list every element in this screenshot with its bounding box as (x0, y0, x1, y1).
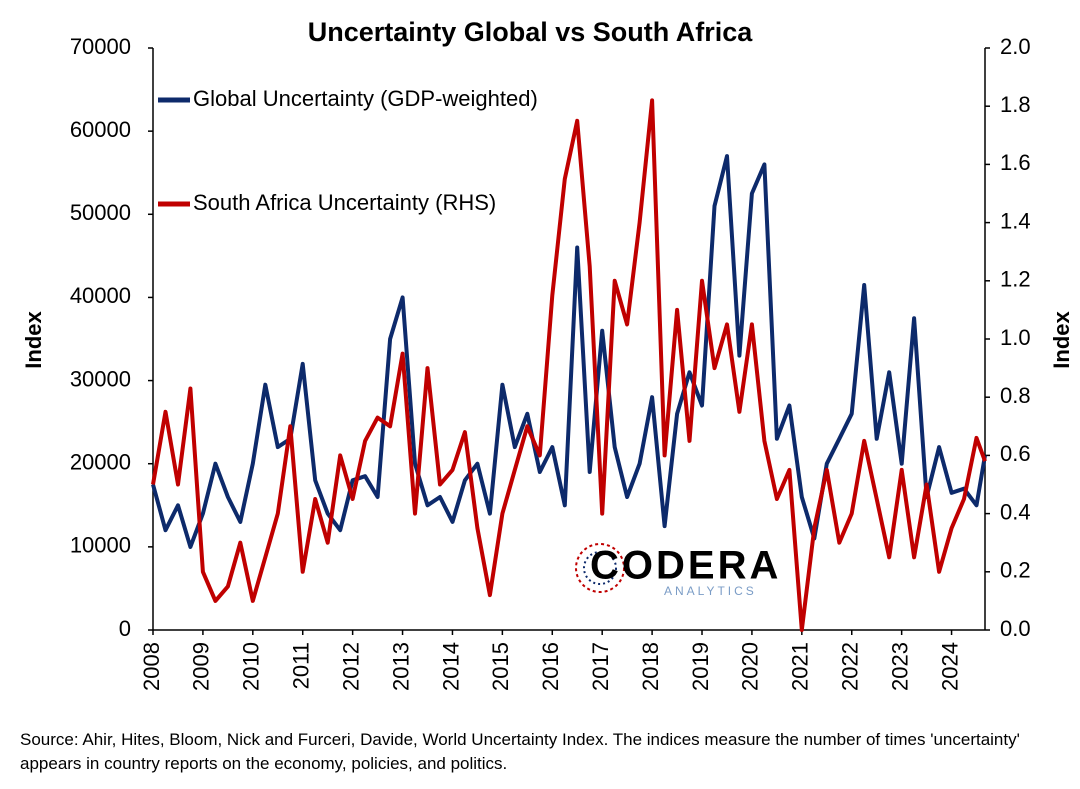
y-tick-label: 60000 (70, 117, 131, 142)
logo-icon (575, 543, 625, 593)
y2-tick-label: 0.2 (1000, 558, 1031, 583)
y-tick-label: 40000 (70, 283, 131, 308)
x-tick-label: 2022 (838, 642, 863, 691)
source-box: Source: Ahir, Hites, Bloom, Nick and Fur… (20, 730, 1020, 773)
x-tick-label: 2015 (488, 642, 513, 691)
y2-tick-label: 0.4 (1000, 499, 1031, 524)
y-tick-label: 70000 (70, 34, 131, 59)
y-tick-label: 10000 (70, 533, 131, 558)
y2-tick-label: 1.6 (1000, 150, 1031, 175)
y-tick-label: 0 (119, 616, 131, 641)
logo-tagline: ANALYTICS (664, 584, 757, 598)
y2-tick-label: 1.4 (1000, 208, 1031, 233)
y-axis-label: Index (21, 311, 46, 369)
logo-text: CODERA (590, 544, 781, 588)
chart-title: Uncertainty Global vs South Africa (308, 17, 754, 47)
x-tick-label: 2013 (388, 642, 413, 691)
logo: CODERA ANALYTICS (575, 543, 781, 598)
y2-tick-label: 1.8 (1000, 92, 1031, 117)
y2-tick-label: 2.0 (1000, 34, 1031, 59)
series-line (151, 154, 987, 549)
y2-tick-label: 1.2 (1000, 267, 1031, 292)
x-tick-label: 2020 (738, 642, 763, 691)
logo-icon (583, 551, 617, 585)
y2-axis-label: Index (1049, 311, 1074, 369)
x-tick-label: 2008 (139, 642, 164, 691)
x-tick-label: 2017 (588, 642, 613, 691)
legend-label: Global Uncertainty (GDP-weighted) (193, 86, 538, 111)
legend-label: South Africa Uncertainty (RHS) (193, 190, 496, 215)
y-tick-label: 20000 (70, 450, 131, 475)
x-tick-label: 2019 (688, 642, 713, 691)
y2-tick-label: 0.6 (1000, 441, 1031, 466)
x-tick-label: 2018 (638, 642, 663, 691)
x-tick-label: 2016 (538, 642, 563, 691)
x-tick-label: 2023 (887, 642, 912, 691)
y-tick-label: 50000 (70, 200, 131, 225)
x-tick-label: 2014 (438, 642, 463, 691)
y-tick-label: 30000 (70, 366, 131, 391)
y2-tick-label: 0.8 (1000, 383, 1031, 408)
source-note: Source: Ahir, Hites, Bloom, Nick and Fur… (20, 730, 1020, 773)
x-tick-label: 2009 (189, 642, 214, 691)
x-tick-label: 2011 (289, 642, 314, 689)
x-tick-label: 2012 (338, 642, 363, 691)
x-tick-label: 2021 (788, 642, 813, 691)
x-tick-label: 2010 (239, 642, 264, 691)
x-tick-label: 2024 (937, 642, 962, 691)
y2-tick-label: 1.0 (1000, 325, 1031, 350)
y2-tick-label: 0.0 (1000, 616, 1031, 641)
series-line (151, 98, 987, 632)
